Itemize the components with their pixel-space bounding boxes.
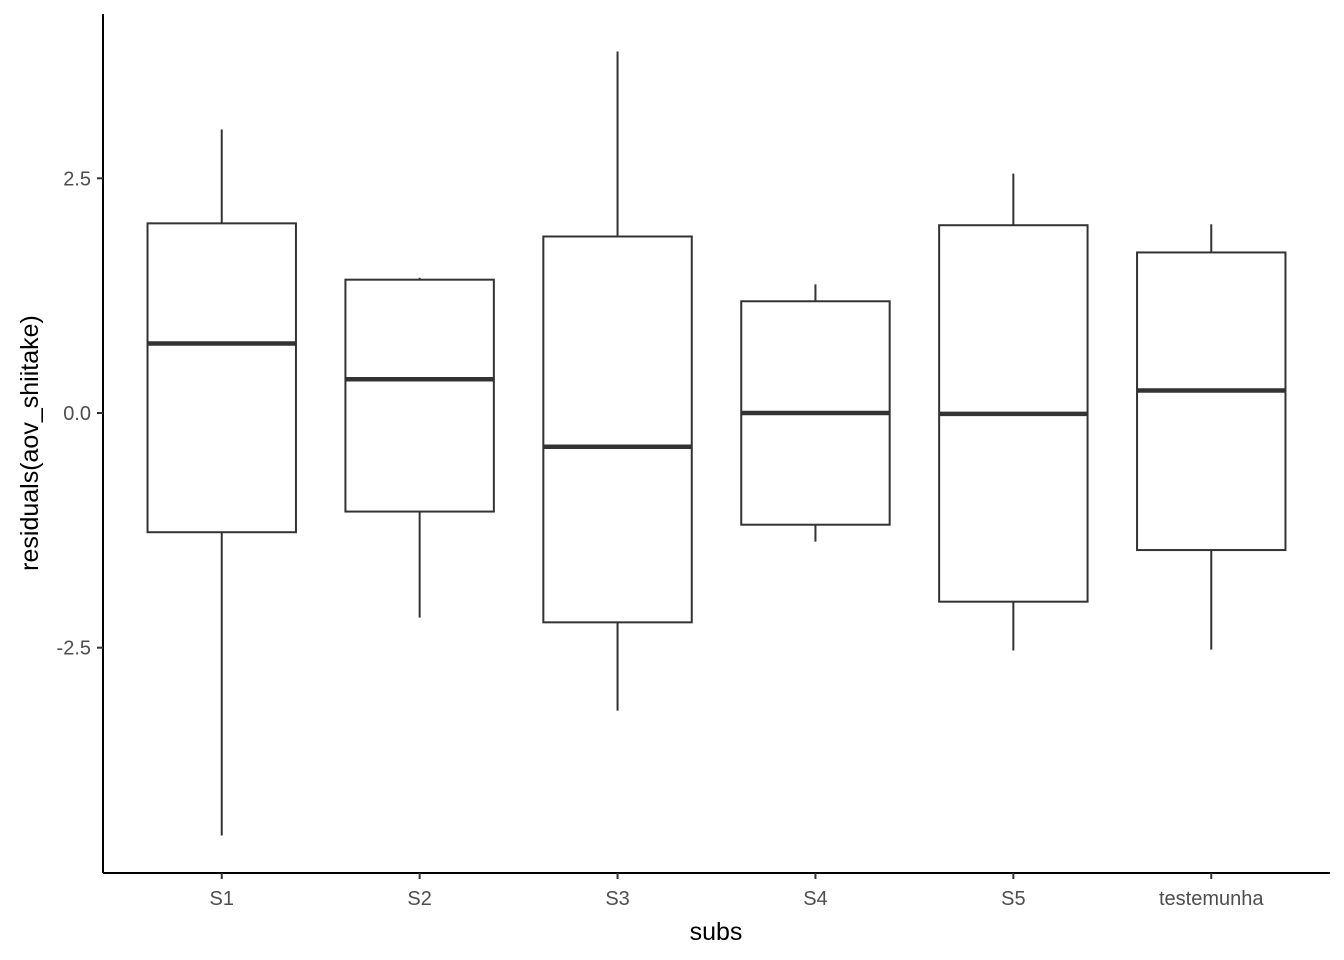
x-tick-label: S4 [803,888,827,910]
y-tick-label: 0.0 [63,403,91,425]
axes [102,14,1330,874]
x-tick-label: testemunha [1159,888,1264,910]
box-s2 [344,277,495,618]
plot-area [146,51,1287,836]
y-tick-label: 2.5 [63,168,91,190]
y-tick-label: -2.5 [57,638,91,660]
box-s4 [740,284,891,542]
x-axis-title: subs [690,918,743,946]
iqr-box [146,222,297,534]
iqr-box [1136,251,1287,552]
x-tick-label: S5 [1001,888,1025,910]
iqr-box [344,278,495,513]
box-testemunha [1136,224,1287,650]
ticks: -2.5 0.0 2.5 S1 S2 S3 S4 S5 testemunha [57,168,1265,910]
x-tick-label: S2 [407,888,431,910]
box-s5 [938,173,1089,651]
x-tick-label: S1 [210,888,234,910]
iqr-box [542,235,693,624]
box-s3 [542,51,693,711]
x-tick-label: S3 [605,888,629,910]
box-s1 [146,129,297,836]
y-axis-title: residuals(aov_shiitake) [16,315,44,571]
